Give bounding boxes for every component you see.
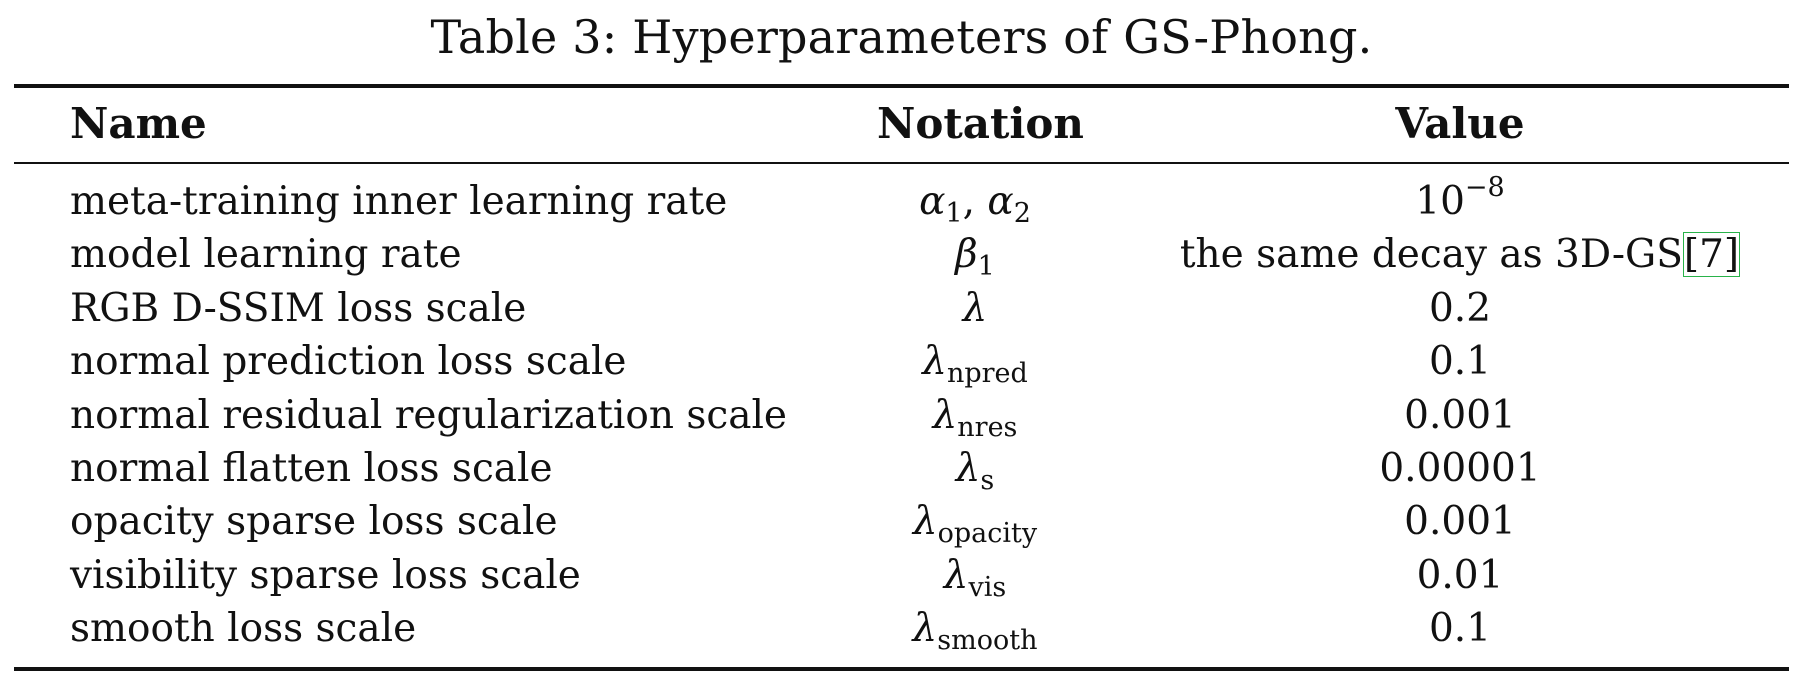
citation-link[interactable]: [7] [1682, 232, 1741, 278]
table-row: visibility sparse loss scale λvis 0.01 [0, 549, 1803, 602]
row-value: 0.01 [1416, 552, 1504, 598]
row-name: meta-training inner learning rate [70, 179, 728, 224]
row-notation: λopacity [912, 499, 1038, 550]
row-name: normal flatten loss scale [70, 445, 553, 491]
row-value: 0.2 [1428, 285, 1492, 331]
table-row: RGB D-SSIM loss scale λ 0.2 [0, 282, 1803, 335]
row-notation: λsmooth [912, 606, 1038, 657]
row-name: normal residual regularization scale [70, 392, 788, 438]
table-row: smooth loss scale λsmooth 0.1 [0, 602, 1803, 655]
table-row: model learning rate β1 the same decay as… [0, 228, 1803, 281]
row-value: the same decay as 3D-GS[7] [1179, 232, 1741, 278]
table-body: meta-training inner learning rate α1, α2… [0, 172, 1803, 656]
row-notation: λnres [932, 392, 1018, 443]
row-notation: λ [962, 285, 988, 331]
row-notation: α1, α2 [919, 179, 1031, 229]
row-value: 10−8 [1415, 172, 1505, 224]
table-row: opacity sparse loss scale λopacity 0.001 [0, 495, 1803, 548]
table-caption: Table 3: Hyperparameters of GS-Phong. [430, 10, 1373, 64]
table-row: normal prediction loss scale λnpred 0.1 [0, 335, 1803, 388]
row-value: 0.001 [1404, 392, 1516, 438]
row-name: opacity sparse loss scale [70, 499, 558, 545]
row-notation: β1 [955, 232, 995, 283]
row-value: 0.00001 [1379, 445, 1541, 491]
table-row: meta-training inner learning rate α1, α2… [0, 172, 1803, 229]
table-row: normal residual regularization scale λnr… [0, 389, 1803, 442]
row-notation: λvis [943, 552, 1007, 603]
row-name: normal prediction loss scale [70, 339, 627, 385]
table-row: normal flatten loss scale λs 0.00001 [0, 442, 1803, 495]
row-name: RGB D-SSIM loss scale [70, 285, 527, 331]
header-notation: Notation [877, 99, 1084, 148]
row-value: 0.1 [1428, 606, 1492, 652]
row-value: 0.001 [1404, 499, 1516, 545]
table-bottom-rule [14, 667, 1789, 671]
row-name: smooth loss scale [70, 606, 417, 652]
header-value: Value [1395, 99, 1525, 148]
row-notation: λnpred [922, 339, 1028, 390]
row-name: visibility sparse loss scale [70, 552, 581, 598]
table-header-rule [14, 162, 1789, 164]
header-name: Name [70, 99, 207, 148]
row-value: 0.1 [1428, 339, 1492, 385]
table-top-rule [14, 84, 1789, 88]
row-notation: λs [955, 445, 995, 496]
row-name: model learning rate [70, 232, 462, 278]
